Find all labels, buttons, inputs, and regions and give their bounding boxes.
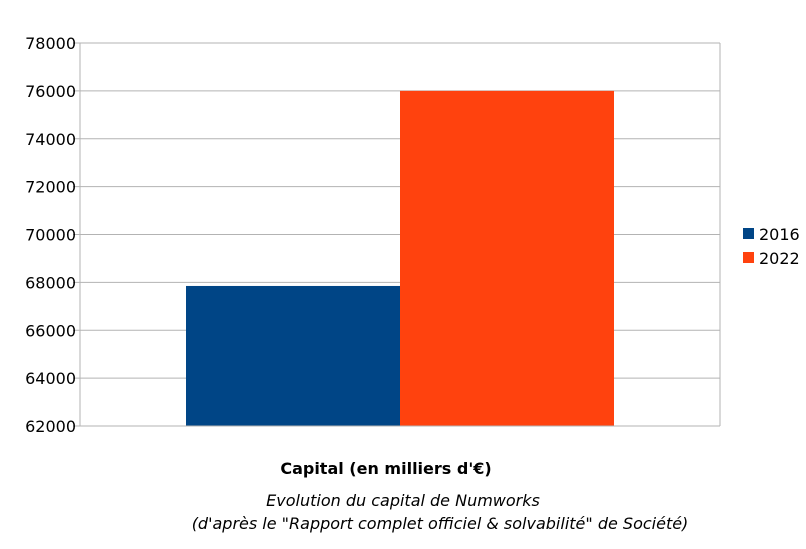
- legend-label-2016: 2016: [759, 225, 800, 244]
- axes: [79, 43, 721, 427]
- y-tick-label: 68000: [25, 273, 76, 292]
- y-tick-label: 78000: [25, 34, 76, 53]
- legend: 2016 2022: [743, 225, 800, 268]
- y-tick-label: 70000: [25, 226, 76, 245]
- caption-line-2: (d'après le "Rapport complet officiel & …: [192, 514, 689, 533]
- bar-2022: [400, 90, 614, 426]
- y-tick-label: 62000: [25, 417, 76, 436]
- legend-label-2022: 2022: [759, 249, 800, 268]
- bars: [186, 90, 614, 426]
- legend-swatch-2016: [743, 228, 754, 239]
- y-tick-label: 64000: [25, 369, 76, 388]
- y-tick-label: 76000: [25, 82, 76, 101]
- x-axis-label: Capital (en milliers d'€): [280, 459, 491, 478]
- y-tick-labels: 62000 64000 66000 68000 70000 72000 74000 76000…: [25, 34, 76, 436]
- legend-swatch-2022: [743, 252, 754, 263]
- caption-line-1: Evolution du capital de Numworks: [266, 491, 540, 510]
- bar-2016: [186, 285, 400, 426]
- y-tick-label: 66000: [25, 321, 76, 340]
- y-tick-label: 74000: [25, 130, 76, 149]
- y-tick-label: 72000: [25, 178, 76, 197]
